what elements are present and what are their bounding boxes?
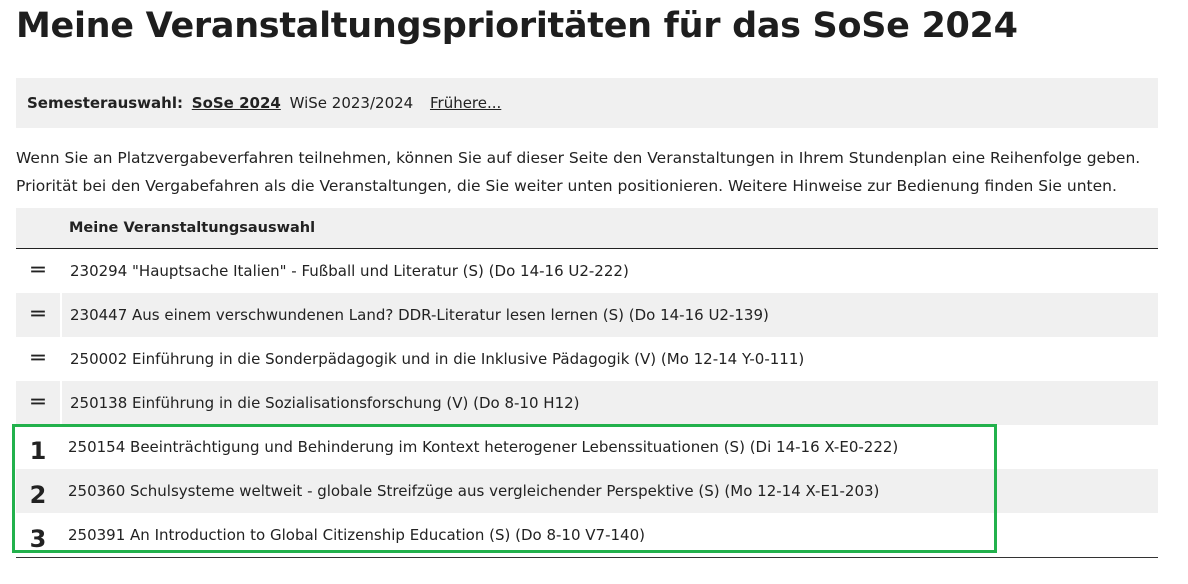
drag-handle-icon[interactable]: ═ (16, 381, 62, 425)
drag-handle-icon[interactable]: ═ (16, 337, 62, 381)
table-header: Meine Veranstaltungsauswahl (16, 208, 1158, 249)
course-title: 250002 Einführung in die Sonderpädagogik… (70, 350, 805, 368)
table-row[interactable]: 1 250154 Beeinträchtigung und Behinderung… (16, 425, 1158, 469)
drag-handle-icon[interactable]: ═ (16, 293, 62, 337)
course-title: 250138 Einführung in die Sozialisationsf… (70, 394, 580, 412)
course-priority-table: Meine Veranstaltungsauswahl ═ 230294 "Hau… (16, 208, 1158, 558)
course-title: 250360 Schulsysteme weltweit - globale S… (68, 482, 880, 500)
course-title: 250391 An Introduction to Global Citizen… (68, 526, 645, 544)
table-row[interactable]: ═ 250138 Einführung in die Sozialisations… (16, 381, 1158, 425)
course-title: 230447 Aus einem verschwundenen Land? DD… (70, 306, 769, 324)
table-row[interactable]: ═ 230294 "Hauptsache Italien" - Fußball u… (16, 249, 1158, 293)
intro-line-1: Wenn Sie an Platzvergabeverfahren teilne… (16, 149, 1141, 167)
table-row[interactable]: ═ 250002 Einführung in die Sonderpädagogi… (16, 337, 1158, 381)
page-title: Meine Veranstaltungsprioritäten für das … (16, 6, 1018, 46)
drag-handle-icon[interactable]: ═ (16, 249, 62, 293)
table-row[interactable]: ═ 230447 Aus einem verschwundenen Land? D… (16, 293, 1158, 337)
semester-link-other[interactable]: WiSe 2023/2024 (289, 94, 414, 112)
course-title: 250154 Beeinträchtigung und Behinderung … (68, 438, 899, 456)
priority-rank: 3 (29, 525, 47, 553)
semester-label: Semesterauswahl: (27, 94, 183, 112)
intro-line-2: Priorität bei den Vergabefahren als die … (16, 177, 1117, 195)
priority-rank: 2 (29, 481, 47, 509)
table-row[interactable]: 3 250391 An Introduction to Global Citize… (16, 513, 1158, 558)
semester-selector: Semesterauswahl: SoSe 2024 WiSe 2023/202… (16, 78, 1158, 128)
intro-text: Wenn Sie an Platzvergabeverfahren teilne… (16, 144, 1140, 200)
semester-link-current[interactable]: SoSe 2024 (191, 94, 281, 112)
semester-link-earlier[interactable]: Frühere... (429, 94, 502, 112)
course-title: 230294 "Hauptsache Italien" - Fußball un… (70, 262, 629, 280)
priority-rank: 1 (29, 437, 47, 465)
table-row[interactable]: 2 250360 Schulsysteme weltweit - globale … (16, 469, 1158, 513)
